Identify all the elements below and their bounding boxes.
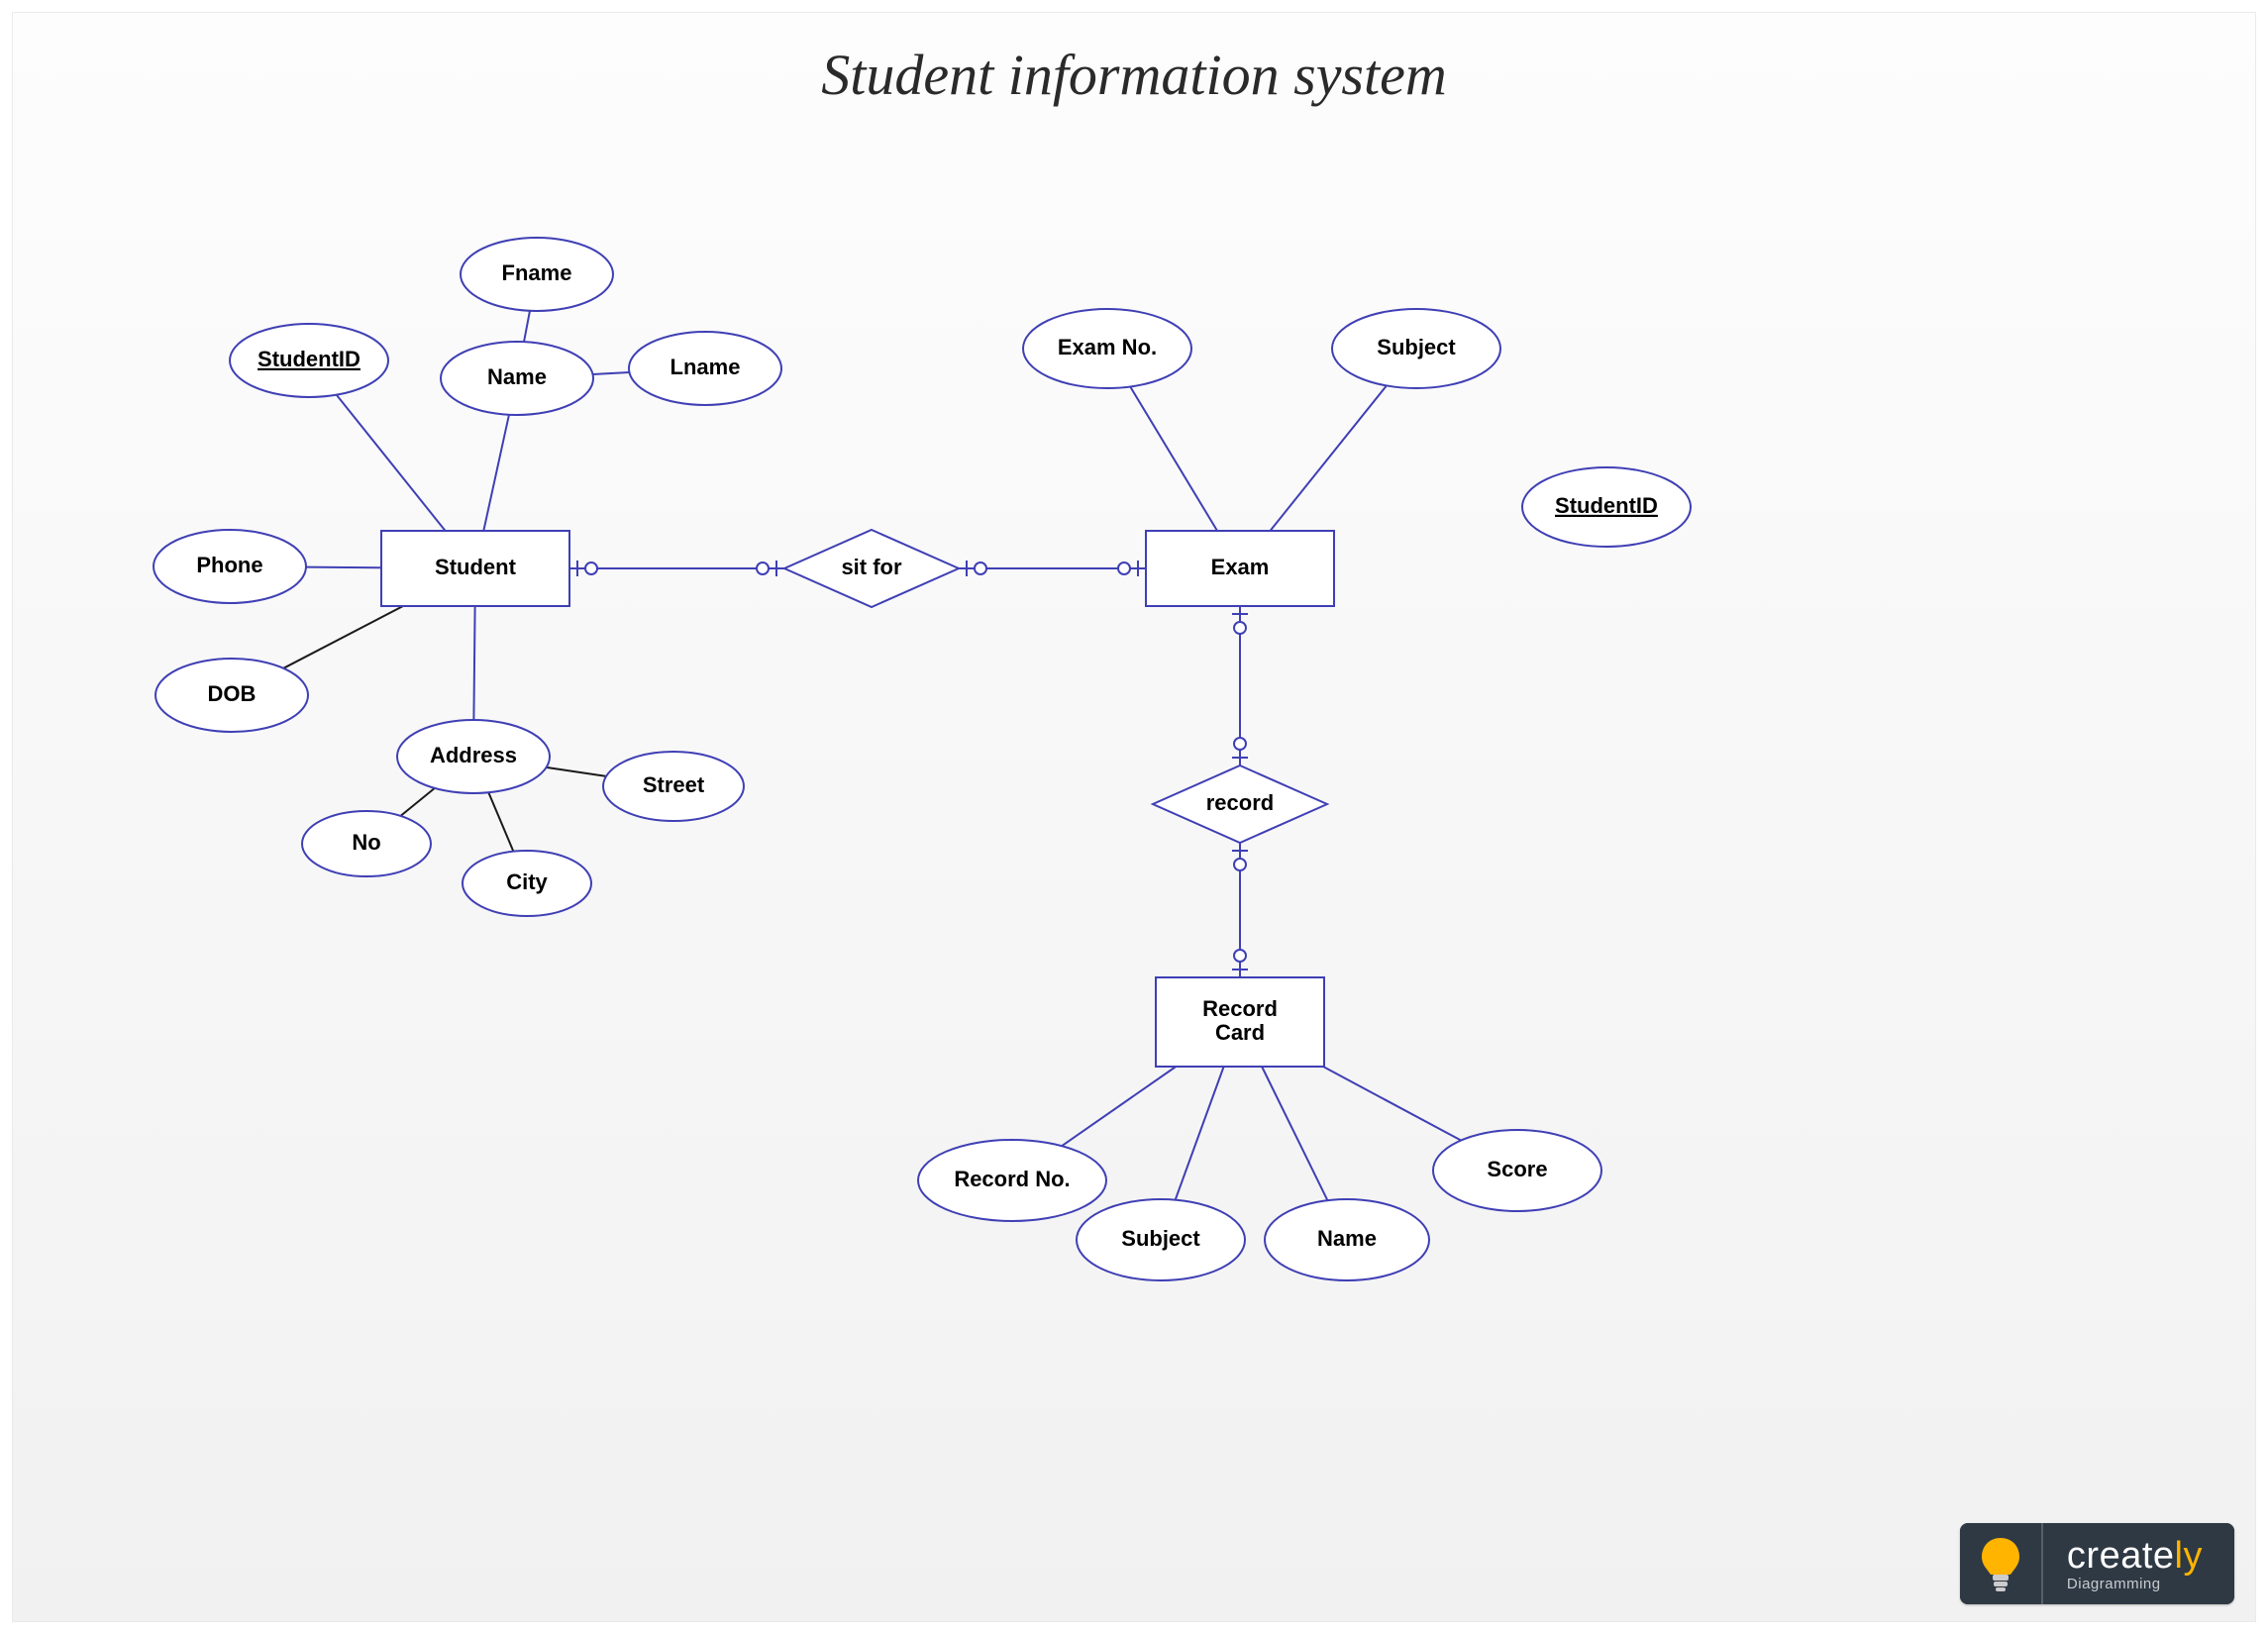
- logo-word-1: create: [2067, 1535, 2175, 1577]
- node-dob: DOB: [155, 659, 308, 732]
- node-name: Name: [441, 342, 593, 415]
- svg-text:Record: Record: [1202, 996, 1278, 1021]
- node-recordcard: RecordCard: [1156, 977, 1324, 1067]
- node-address: Address: [397, 720, 550, 793]
- svg-text:Exam No.: Exam No.: [1058, 335, 1157, 359]
- er-svg: Student Exam RecordCard sit for record Fname L…: [12, 12, 2256, 1622]
- svg-text:Name: Name: [487, 364, 547, 389]
- node-recordno: Record No.: [918, 1140, 1106, 1221]
- svg-text:sit for: sit for: [841, 555, 902, 579]
- nodes-layer: Student Exam RecordCard sit for record Fname L…: [154, 238, 1691, 1280]
- svg-text:Street: Street: [643, 772, 705, 797]
- svg-text:StudentID: StudentID: [258, 347, 361, 371]
- page: Student information system StudentExamRe…: [0, 0, 2268, 1634]
- node-record: record: [1153, 766, 1327, 843]
- node-examno: Exam No.: [1023, 309, 1191, 388]
- node-studentid2: StudentID: [1522, 467, 1691, 547]
- svg-text:Address: Address: [430, 743, 517, 767]
- svg-text:DOB: DOB: [208, 681, 257, 706]
- node-exam: Exam: [1146, 531, 1334, 606]
- node-studentid: StudentID: [230, 324, 388, 397]
- svg-text:record: record: [1206, 790, 1274, 815]
- svg-text:Card: Card: [1215, 1020, 1265, 1045]
- node-sitfor: sit for: [784, 530, 959, 607]
- creately-logo: creately Diagramming: [1960, 1523, 2234, 1604]
- logo-word-2: ly: [2175, 1535, 2203, 1577]
- node-student: Student: [381, 531, 569, 606]
- svg-text:No: No: [352, 830, 380, 855]
- svg-text:Score: Score: [1487, 1157, 1547, 1181]
- svg-text:Lname: Lname: [670, 355, 741, 379]
- node-score: Score: [1433, 1130, 1601, 1211]
- svg-text:Name: Name: [1317, 1226, 1377, 1251]
- svg-text:Exam: Exam: [1211, 555, 1270, 579]
- logo-subtitle: Diagramming: [2067, 1576, 2203, 1592]
- node-subject1: Subject: [1332, 309, 1500, 388]
- bulb-icon: [1960, 1523, 2041, 1604]
- node-street: Street: [603, 752, 744, 821]
- diagram-canvas: Student information system StudentExamRe…: [12, 12, 2256, 1622]
- svg-text:Phone: Phone: [196, 553, 262, 577]
- svg-text:Fname: Fname: [502, 260, 572, 285]
- svg-text:Subject: Subject: [1121, 1226, 1200, 1251]
- logo-text: creately Diagramming: [2041, 1523, 2234, 1604]
- svg-text:Subject: Subject: [1377, 335, 1456, 359]
- node-lname: Lname: [629, 332, 781, 405]
- node-name2: Name: [1265, 1199, 1429, 1280]
- bulb-glass: [1982, 1538, 2019, 1575]
- svg-text:StudentID: StudentID: [1555, 493, 1658, 518]
- node-no: No: [302, 811, 431, 876]
- svg-text:City: City: [506, 869, 548, 894]
- node-fname: Fname: [461, 238, 613, 311]
- node-phone: Phone: [154, 530, 306, 603]
- logo-main-text: creately: [2067, 1535, 2203, 1578]
- node-subject2: Subject: [1077, 1199, 1245, 1280]
- node-city: City: [463, 851, 591, 916]
- svg-text:Student: Student: [435, 555, 517, 579]
- svg-text:Record No.: Record No.: [954, 1167, 1070, 1191]
